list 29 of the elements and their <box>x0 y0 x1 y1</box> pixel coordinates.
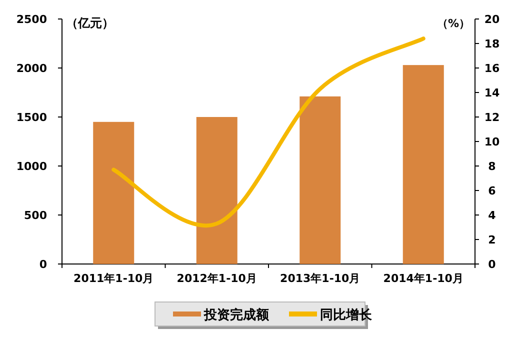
bar <box>402 65 444 264</box>
y-tick-label: 500 <box>24 209 48 222</box>
bar <box>93 122 134 264</box>
y2-tick-label: 2 <box>488 234 496 246</box>
y-tick-label: 2000 <box>16 62 48 75</box>
y-tick-label: 1500 <box>16 111 48 124</box>
x-tick-label: 2012年1-10月 <box>176 272 257 285</box>
y2-tick-label: 6 <box>488 184 496 198</box>
y2-tick-label: 20 <box>484 13 500 26</box>
y-tick-label: 1000 <box>16 160 48 173</box>
y2-tick-label: 4 <box>488 209 496 222</box>
y2-tick-label: 0 <box>488 258 496 271</box>
x-tick-label: 2011年1-10月 <box>74 272 154 285</box>
y-tick-label: 0 <box>39 258 48 271</box>
y2-tick-label: 18 <box>484 38 500 50</box>
y-tick-label: 2500 <box>16 13 48 26</box>
bar <box>300 96 341 264</box>
y2-tick-label: 10 <box>484 136 500 148</box>
legend-label: 投资完成额 <box>203 307 270 323</box>
y2-tick-label: 16 <box>484 62 500 75</box>
y2-axis-title: （%） <box>436 17 470 30</box>
bar <box>196 117 238 264</box>
y-axis-title: （亿元） <box>66 16 114 30</box>
x-tick-label: 2013年1-10月 <box>280 272 360 285</box>
x-tick-label: 2014年1-10月 <box>383 272 464 285</box>
legend-label: 同比增长 <box>320 308 373 323</box>
y2-tick-label: 8 <box>488 160 496 173</box>
y2-tick-label: 14 <box>484 86 500 100</box>
y2-tick-label: 12 <box>484 111 500 124</box>
